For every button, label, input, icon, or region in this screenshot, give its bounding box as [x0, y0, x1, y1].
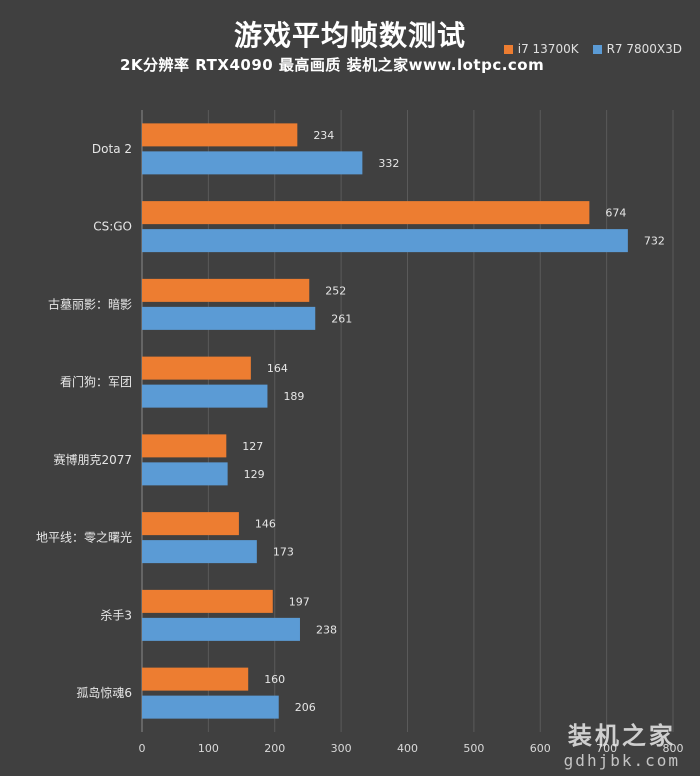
data-label: 164	[267, 362, 288, 375]
data-label: 146	[255, 518, 276, 531]
category-label: 赛博朋克2077	[53, 452, 132, 467]
data-label: 252	[325, 284, 346, 297]
category-label: Dota 2	[92, 142, 132, 156]
data-label: 238	[316, 623, 337, 636]
bar-series-2	[142, 151, 363, 175]
data-label: 261	[331, 312, 352, 325]
legend-item-series-1: i7 13700K	[503, 42, 579, 56]
x-tick-label: 100	[198, 742, 219, 755]
bar-series-1	[142, 356, 251, 380]
x-tick-label: 200	[264, 742, 285, 755]
x-tick-label: 400	[397, 742, 418, 755]
bar-series-2	[142, 384, 268, 408]
legend-label-series-2: R7 7800X3D	[606, 42, 682, 56]
chart-subtitle: 2K分辨率 RTX4090 最高画质 装机之家www.lotpc.com	[120, 56, 545, 74]
data-label: 197	[289, 595, 310, 608]
category-label: 地平线：零之曙光	[36, 531, 132, 545]
bar-series-1	[142, 278, 310, 302]
x-tick-label: 300	[331, 742, 352, 755]
bar-series-2	[142, 229, 628, 253]
category-label: 古墓丽影：暗影	[48, 296, 132, 311]
bar-series-2	[142, 695, 279, 719]
bar-series-1	[142, 123, 298, 147]
bar-series-1	[142, 667, 249, 691]
x-tick-label: 0	[139, 742, 146, 755]
chart-title: 游戏平均帧数测试	[233, 19, 466, 52]
data-label: 234	[313, 129, 334, 142]
data-label: 674	[605, 207, 626, 220]
legend-label-series-1: i7 13700K	[517, 42, 579, 56]
legend-item-series-2: R7 7800X3D	[592, 42, 682, 56]
watermark-text: 装机之家	[567, 721, 676, 750]
data-label: 189	[283, 390, 304, 403]
legend-swatch-series-2	[592, 44, 602, 54]
legend-swatch-series-1	[503, 44, 513, 54]
data-label: 206	[295, 701, 316, 714]
legend: i7 13700K R7 7800X3D	[503, 42, 682, 56]
bar-series-1	[142, 512, 239, 536]
bar-series-2	[142, 306, 316, 330]
bar-series-1	[142, 589, 273, 613]
category-label: 杀手3	[100, 607, 132, 622]
data-label: 160	[264, 673, 285, 686]
bar-series-1	[142, 201, 590, 225]
category-label: CS:GO	[93, 220, 132, 234]
watermark-logo: 装机之家 gdhjbk.com	[564, 716, 680, 770]
watermark-url: gdhjbk.com	[563, 751, 680, 770]
data-label: 129	[244, 468, 265, 481]
bar-series-2	[142, 540, 257, 564]
x-tick-label: 600	[530, 742, 551, 755]
data-label: 173	[273, 546, 294, 559]
x-tick-label: 500	[463, 742, 484, 755]
bar-series-2	[142, 462, 228, 486]
bar-series-1	[142, 434, 227, 458]
data-label: 332	[378, 157, 399, 170]
x-tick-label: 800	[663, 742, 684, 755]
data-label: 127	[242, 440, 263, 453]
category-label: 看门狗：军团	[60, 374, 132, 389]
category-label: 孤岛惊魂6	[76, 685, 132, 700]
data-label: 732	[644, 235, 665, 248]
x-tick-label: 700	[596, 742, 617, 755]
bar-series-2	[142, 617, 300, 641]
